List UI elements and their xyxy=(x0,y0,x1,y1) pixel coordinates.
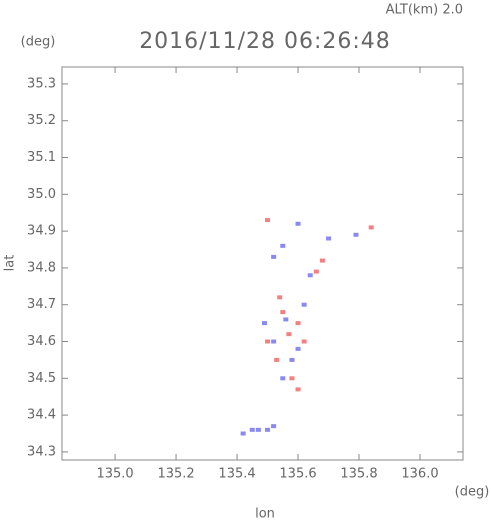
echo-point xyxy=(280,310,286,315)
echo-point xyxy=(255,427,261,432)
y-tick-label: 34.6 xyxy=(27,334,56,349)
y-tick-label: 34.8 xyxy=(27,260,56,275)
x-tick-label: 136.0 xyxy=(401,467,438,482)
x-unit: (deg) xyxy=(455,485,490,500)
echo-point xyxy=(274,357,280,362)
echo-point xyxy=(289,357,295,362)
x-tick-label: 135.8 xyxy=(340,467,377,482)
echo-point xyxy=(326,236,332,241)
y-tick-label: 35.1 xyxy=(27,150,56,165)
x-tick-label: 135.4 xyxy=(218,467,255,482)
echo-point xyxy=(319,258,325,263)
y-axis-label: lat xyxy=(3,255,18,272)
echo-point xyxy=(368,225,374,230)
y-tick-label: 35.2 xyxy=(27,113,56,128)
echo-point xyxy=(271,339,277,344)
x-tick-label: 135.6 xyxy=(279,467,316,482)
echo-point xyxy=(265,218,271,223)
x-tick-label: 135.2 xyxy=(157,467,194,482)
echo-point xyxy=(313,269,319,274)
echo-point xyxy=(261,321,267,326)
echo-point xyxy=(249,427,255,432)
echo-point xyxy=(280,376,286,381)
x-axis-label: lon xyxy=(255,507,275,521)
echo-point xyxy=(289,376,295,381)
echo-point xyxy=(295,387,301,392)
echo-point xyxy=(301,339,307,344)
y-tick-label: 34.4 xyxy=(27,408,56,423)
y-tick-label: 34.9 xyxy=(27,224,56,239)
echo-point xyxy=(295,321,301,326)
y-tick-label: 34.5 xyxy=(27,371,56,386)
echo-point xyxy=(265,427,271,432)
chart-title: 2016/11/28 06:26:48 xyxy=(139,29,391,54)
echo-point xyxy=(240,431,246,436)
echo-point xyxy=(286,332,292,337)
x-tick-label: 135.0 xyxy=(96,467,133,482)
echo-point xyxy=(271,424,277,429)
echo-point xyxy=(353,232,359,237)
y-tick-label: 34.3 xyxy=(27,444,56,459)
plot-frame xyxy=(61,66,464,461)
echo-point xyxy=(280,243,286,248)
altitude-label: ALT(km) 2.0 xyxy=(386,3,463,18)
y-unit: (deg) xyxy=(21,35,56,50)
y-tick-label: 35.0 xyxy=(27,187,56,202)
echo-point xyxy=(265,339,271,344)
y-tick-label: 35.3 xyxy=(27,76,56,91)
echo-point xyxy=(271,254,277,259)
y-tick-label: 34.7 xyxy=(27,297,56,312)
echo-point xyxy=(307,273,313,278)
echo-point xyxy=(283,317,289,322)
echo-point xyxy=(295,221,301,226)
echo-point xyxy=(295,346,301,351)
echo-point xyxy=(277,295,283,300)
echo-point xyxy=(301,302,307,307)
